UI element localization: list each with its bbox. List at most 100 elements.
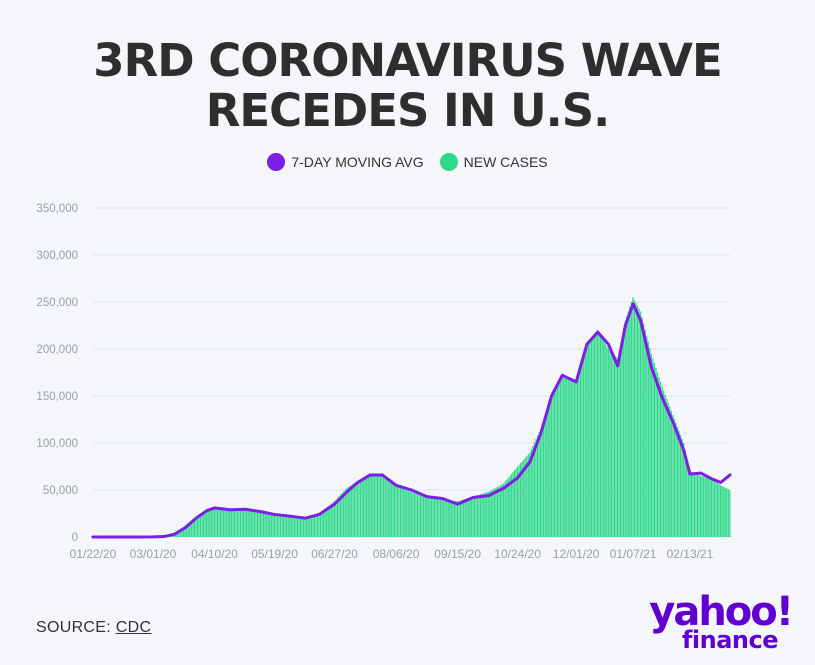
legend-swatch-new-cases	[439, 153, 458, 171]
y-tick-label: 0	[72, 532, 78, 544]
new-cases-bar	[199, 513, 202, 537]
new-cases-bar	[727, 489, 729, 537]
new-cases-bar	[373, 475, 376, 537]
new-cases-bar	[383, 477, 385, 537]
new-cases-bar	[424, 496, 426, 537]
new-cases-bar	[244, 508, 246, 537]
new-cases-bar	[486, 492, 488, 537]
new-cases-bar	[501, 484, 503, 537]
new-cases-bar	[201, 512, 203, 537]
new-cases-bar	[547, 405, 549, 537]
new-cases-bar	[259, 512, 262, 537]
new-cases-bar	[458, 500, 460, 537]
new-cases-bar	[321, 511, 323, 537]
new-cases-bar	[667, 402, 669, 537]
new-cases-bar	[513, 470, 516, 537]
new-cases-bar	[487, 491, 489, 537]
new-cases-bar	[527, 454, 529, 537]
new-cases-bar	[246, 509, 248, 537]
new-cases-bar	[615, 356, 617, 537]
legend-swatch-moving-avg	[267, 153, 286, 171]
new-cases-bar	[347, 487, 349, 537]
new-cases-bar	[344, 489, 346, 537]
new-cases-bar	[389, 482, 391, 537]
new-cases-bar	[666, 398, 668, 537]
new-cases-bar	[706, 477, 708, 537]
new-cases-bar	[678, 430, 680, 537]
new-cases-bar	[659, 381, 662, 537]
new-cases-bar	[512, 472, 514, 537]
new-cases-bar	[455, 501, 457, 537]
new-cases-bar	[439, 499, 442, 537]
new-cases-bar	[586, 344, 588, 537]
new-cases-bar	[284, 516, 286, 537]
new-cases-bar	[687, 464, 689, 537]
legend-label-moving-avg: 7-DAY MOVING AVG	[291, 154, 424, 170]
new-cases-bar	[390, 483, 392, 537]
new-cases-bar	[367, 474, 369, 537]
new-cases-bar	[315, 514, 317, 537]
new-cases-bar	[363, 477, 365, 537]
new-cases-bar	[723, 486, 725, 537]
new-cases-bar	[313, 515, 316, 537]
new-cases-bar	[423, 496, 425, 537]
new-cases-bar	[559, 379, 562, 537]
new-cases-bar	[664, 394, 666, 537]
new-cases-bar	[447, 500, 449, 537]
new-cases-bar	[589, 340, 591, 537]
new-cases-bar	[683, 443, 685, 537]
new-cases-bar	[721, 486, 723, 537]
new-cases-bar	[641, 317, 643, 537]
new-cases-bar	[364, 476, 366, 537]
legend-item-new-cases: NEW CASES	[439, 153, 548, 171]
new-cases-bar	[432, 498, 434, 537]
new-cases-bar	[226, 510, 228, 537]
new-cases-bar	[490, 490, 492, 537]
new-cases-bar	[699, 475, 702, 537]
new-cases-bar	[552, 393, 554, 537]
new-cases-bar	[624, 320, 626, 537]
x-tick-label: 09/15/20	[434, 547, 481, 561]
new-cases-bar	[484, 492, 486, 537]
new-cases-bar	[673, 418, 676, 537]
new-cases-bar	[410, 491, 412, 537]
new-cases-bar	[623, 328, 625, 537]
new-cases-bar	[509, 475, 511, 537]
new-cases-bar	[609, 350, 611, 537]
new-cases-bar	[418, 494, 420, 537]
new-cases-bar	[566, 378, 568, 537]
new-cases-bar	[493, 488, 496, 537]
new-cases-bar	[398, 487, 400, 537]
source-link[interactable]: CDC	[115, 619, 152, 636]
new-cases-bar	[616, 358, 619, 537]
new-cases-bar	[581, 360, 583, 537]
new-cases-bar	[478, 494, 480, 537]
new-cases-bar	[587, 342, 589, 537]
new-cases-bar	[381, 476, 383, 537]
new-cases-bar	[312, 516, 314, 537]
new-cases-bar	[332, 502, 334, 537]
new-cases-bar	[287, 516, 289, 537]
new-cases-bar	[532, 445, 534, 537]
title-line-2: RECEDES IN U.S.	[205, 84, 611, 137]
x-tick-label: 01/07/21	[610, 547, 657, 561]
new-cases-bar	[236, 509, 239, 537]
new-cases-bar	[403, 489, 405, 537]
new-cases-bar	[452, 500, 454, 537]
new-cases-bar	[583, 355, 585, 537]
chart-plot: 0 50,000 100,000 150,000 200,000 250,000 300,0…	[36, 203, 732, 561]
new-cases-bar	[726, 488, 728, 537]
new-cases-bar	[489, 491, 491, 537]
new-cases-bar	[632, 297, 634, 537]
new-cases-bar	[235, 509, 237, 537]
new-cases-bar	[346, 488, 348, 537]
new-cases-bar	[339, 494, 342, 537]
y-tick-label: 200,000	[36, 344, 78, 356]
new-cases-bar	[333, 501, 336, 537]
logo-main-text: yahoo!	[649, 589, 794, 635]
new-cases-bar	[530, 449, 532, 537]
new-cases-bar	[241, 509, 243, 537]
new-cases-bar	[209, 508, 211, 537]
new-cases-bar	[324, 508, 326, 537]
new-cases-bar	[404, 489, 406, 537]
